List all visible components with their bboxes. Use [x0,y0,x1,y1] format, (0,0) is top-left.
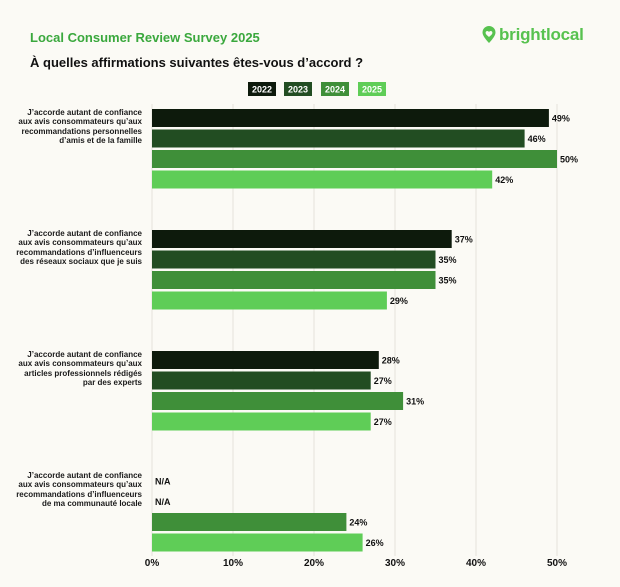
chart-question: À quelles affirmations suivantes êtes-vo… [30,55,364,70]
data-label-2023-cat4: N/A [155,497,171,507]
data-label-2025-cat4: 26% [366,538,384,548]
category-label-4: J’accorde autant de confiance aux avis c… [16,471,142,509]
bar-2025-cat3 [152,412,371,431]
survey-title: Local Consumer Review Survey 2025 [30,30,260,45]
data-label-2025-cat1: 42% [495,175,513,185]
data-label-2022-cat3: 28% [382,356,400,366]
bar-2022-cat1 [152,109,549,127]
data-label-2023-cat2: 35% [439,255,457,265]
bar-2024-cat3 [152,392,404,410]
legend-label-2025: 2025 [362,85,382,95]
data-label-2022-cat2: 37% [455,235,473,245]
bar-2022-cat2 [152,230,452,248]
data-label-2022-cat1: 49% [552,114,570,124]
brand-logo: brightlocal [481,25,584,45]
location-heart-icon [482,26,496,43]
data-label-2024-cat4: 24% [349,518,367,528]
category-label-1: J’accorde autant de confiance aux avis c… [18,108,142,146]
legend-swatch-2022 [248,82,276,96]
data-label-2024-cat2: 35% [439,276,457,286]
bar-2023-cat3 [152,371,371,390]
category-label-3: J’accorde autant de confiance aux avis c… [18,350,142,388]
category-label-2: J’accorde autant de confiance aux avis c… [16,229,142,267]
bar-2025-cat2 [152,291,387,310]
x-tick-label: 0% [145,558,160,569]
data-label-2025-cat3: 27% [374,417,392,427]
x-tick-label: 40% [466,558,486,569]
x-tick-label: 50% [547,558,567,569]
data-label-2023-cat1: 46% [528,134,546,144]
bar-2022-cat3 [152,351,379,369]
bar-2023-cat2 [152,250,436,269]
legend-swatch-2023 [284,82,312,96]
legend-swatch-2025 [358,82,386,96]
bar-2023-cat1 [152,129,525,148]
legend-label-2022: 2022 [252,85,272,95]
brand-name: brightlocal [499,25,584,44]
data-label-2024-cat1: 50% [560,155,578,165]
data-label-2022-cat4: N/A [155,477,171,487]
bar-2024-cat4 [152,513,347,531]
data-label-2023-cat3: 27% [374,376,392,386]
bar-2024-cat2 [152,271,436,289]
legend-label-2024: 2024 [325,85,345,95]
bar-2025-cat4 [152,533,363,552]
legend-swatch-2024 [321,82,349,96]
bar-2025-cat1 [152,170,493,189]
bar-2024-cat1 [152,150,557,168]
x-tick-label: 20% [304,558,324,569]
legend-label-2023: 2023 [288,85,308,95]
data-label-2024-cat3: 31% [406,397,424,407]
x-tick-label: 30% [385,558,405,569]
data-label-2025-cat2: 29% [390,296,408,306]
x-tick-label: 10% [223,558,243,569]
